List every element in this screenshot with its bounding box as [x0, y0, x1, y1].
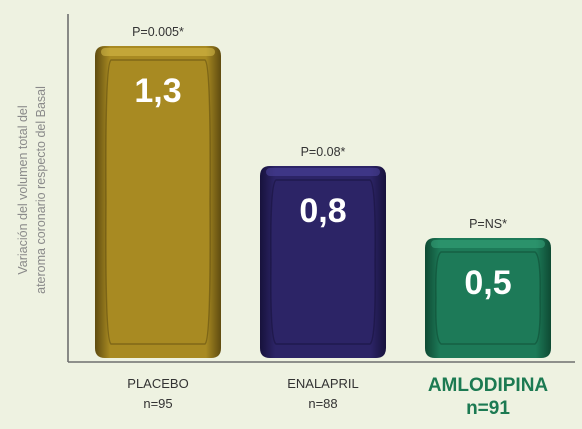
y-axis-label-line2: ateroma coronario respecto del Basal	[34, 86, 48, 294]
bars-group: 1,3 P=0.005* PLACEBO n=95 0,8 P=0.08* ENALAPRI…	[95, 25, 551, 419]
value-label-enalapril: 0,8	[299, 192, 346, 230]
p-value-label-amlodipina: P=NS*	[469, 217, 507, 231]
category-label-placebo: PLACEBO	[127, 376, 188, 391]
bar-amlodipina-top-edge	[431, 240, 545, 248]
category-label-amlodipina: AMLODIPINA	[428, 375, 549, 396]
bar-enalapril-top-edge	[266, 168, 380, 176]
n-label-amlodipina: n=91	[466, 398, 510, 419]
value-label-amlodipina: 0,5	[464, 264, 511, 302]
p-value-label-placebo: P=0.005*	[132, 25, 184, 39]
n-label-enalapril: n=88	[308, 396, 337, 411]
y-axis-label-line1: Variación del volumen total del	[16, 105, 30, 274]
bar-enalapril-face	[270, 179, 376, 345]
p-value-label-enalapril: P=0.08*	[301, 145, 346, 159]
category-label-enalapril: ENALAPRIL	[287, 376, 359, 391]
bar-placebo-face	[105, 59, 211, 345]
bar-amlodipina-face	[435, 251, 541, 345]
value-label-placebo: 1,3	[134, 72, 181, 110]
n-label-placebo: n=95	[143, 396, 172, 411]
bar-placebo-top-edge	[101, 48, 215, 56]
